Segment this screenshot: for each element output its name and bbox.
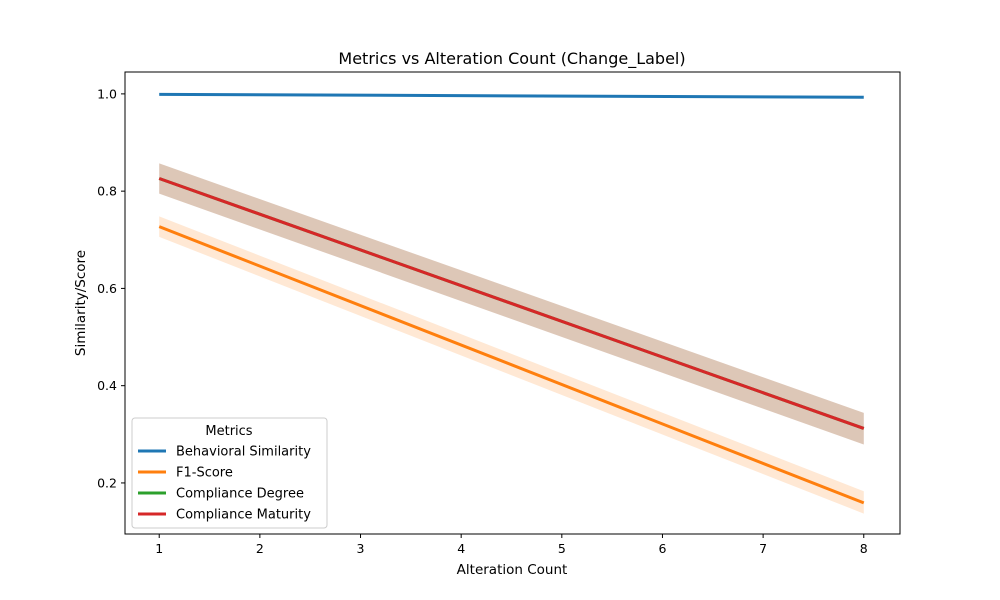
x-tick-label: 5 <box>558 541 566 556</box>
x-tick-label: 2 <box>256 541 264 556</box>
line-f1-score <box>158 225 865 505</box>
x-axis-ticks: 1 2 3 4 5 6 7 8 <box>155 534 868 556</box>
x-tick-label: 1 <box>155 541 163 556</box>
x-tick-label: 3 <box>357 541 365 556</box>
legend-label-compliance-maturity: Compliance Maturity <box>176 508 311 523</box>
legend: Metrics Behavioral Similarity F1-Score Com… <box>131 417 328 529</box>
y-tick-label: 0.6 <box>97 281 117 296</box>
legend-label-f1-score: F1-Score <box>176 466 233 481</box>
chart-title: Metrics vs Alteration Count (Change_Labe… <box>338 49 685 69</box>
x-tick-label: 7 <box>759 541 767 556</box>
x-axis-label: Alteration Count <box>457 562 568 578</box>
y-tick-label: 0.2 <box>97 475 117 490</box>
y-axis-ticks: 0.2 0.4 0.6 0.8 1.0 <box>97 86 125 490</box>
legend-title: Metrics <box>205 424 252 439</box>
x-tick-label: 8 <box>860 541 868 556</box>
line-compliance-maturity <box>158 177 865 430</box>
line-behavioral-similarity <box>159 92 864 99</box>
y-tick-label: 1.0 <box>97 86 117 101</box>
series-lines <box>158 92 865 505</box>
y-tick-label: 0.8 <box>97 184 117 199</box>
x-tick-label: 4 <box>457 541 465 556</box>
legend-box <box>131 417 328 529</box>
plot-frame <box>124 71 901 535</box>
legend-label-compliance-degree: Compliance Degree <box>176 487 304 502</box>
y-axis-label: Similarity/Score <box>73 250 89 356</box>
legend-label-behavioral-similarity: Behavioral Similarity <box>176 445 311 460</box>
x-tick-label: 6 <box>658 541 666 556</box>
y-tick-label: 0.4 <box>97 378 117 393</box>
